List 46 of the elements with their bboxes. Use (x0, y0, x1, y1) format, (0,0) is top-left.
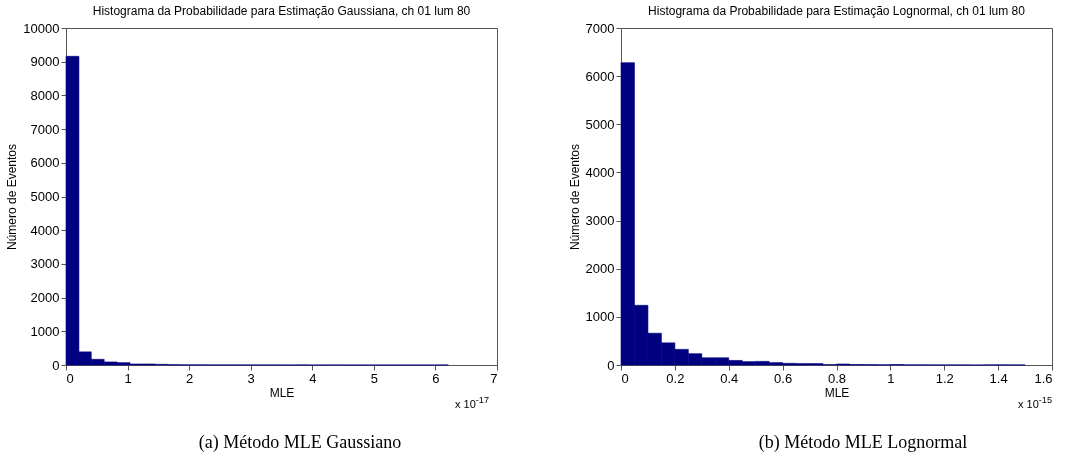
text: (a) Método MLE Gaussiano (197, 432, 403, 453)
y-tick-label: 7000 (30, 121, 60, 137)
chart-title: Histograma da Probabilidade para Estimação Gaussiana, ch 01 lum 80 (92, 4, 471, 18)
y-axis-title: Número de Eventos (5, 143, 20, 251)
x-axis-title: MLE (824, 385, 850, 400)
x-tick-label: 5 (370, 370, 378, 386)
y-tick-label: 0 (607, 357, 615, 373)
y-tick-label: 7000 (585, 20, 615, 36)
y-tick-label: 1000 (585, 309, 615, 325)
x-tick-label: 0.6 (774, 370, 793, 386)
x-tick-label: 1.4 (989, 370, 1008, 386)
text: (b) Método MLE Lognormal (757, 432, 969, 453)
y-tick-label: 2000 (585, 261, 615, 277)
x-tick-label: 1 (124, 370, 132, 386)
y-tick-label: 9000 (30, 54, 60, 70)
chart-title: Histograma da Probabilidade para Estimação Lognormal, ch 01 lum 80 (648, 4, 1026, 18)
x-tick-label: 0.4 (720, 370, 739, 386)
x-tick-label: 7 (490, 370, 498, 386)
x-tick-label: 1.2 (935, 370, 954, 386)
x-tick-label: 0.8 (827, 370, 847, 386)
x-tick-label: 6 (432, 370, 440, 386)
y-tick-label: 2000 (30, 290, 60, 306)
x-tick-label: 1.6 (1034, 370, 1053, 386)
y-tick-label: 5000 (585, 116, 615, 132)
y-tick-label: 8000 (30, 87, 60, 103)
y-axis-title: Número de Eventos (567, 143, 582, 251)
x-tick-label: 0.2 (666, 370, 685, 386)
y-tick-label: 6000 (585, 68, 615, 84)
x-axis-title: MLE (269, 385, 295, 400)
x-tick-label: 3 (247, 370, 255, 386)
text: x 10$^{-17}$ (455, 395, 490, 410)
x-tick-label: 0 (66, 370, 74, 386)
text: x 10$^{-15}$ (1018, 395, 1053, 410)
y-tick-label: 10000 (23, 20, 60, 36)
x-tick-label: 1 (887, 370, 895, 386)
y-tick-label: 5000 (30, 189, 60, 204)
y-tick-label: 3000 (585, 213, 615, 229)
x-tick-label: 2 (186, 370, 194, 386)
y-tick-label: 4000 (30, 222, 60, 238)
y-tick-label: 0 (52, 357, 60, 373)
y-tick-label: 1000 (30, 323, 60, 339)
x-tick-label: 0 (621, 370, 629, 386)
x-tick-label: 4 (309, 370, 317, 386)
y-tick-label: 3000 (30, 256, 60, 272)
y-tick-label: 4000 (585, 164, 615, 180)
y-tick-label: 6000 (30, 155, 60, 171)
